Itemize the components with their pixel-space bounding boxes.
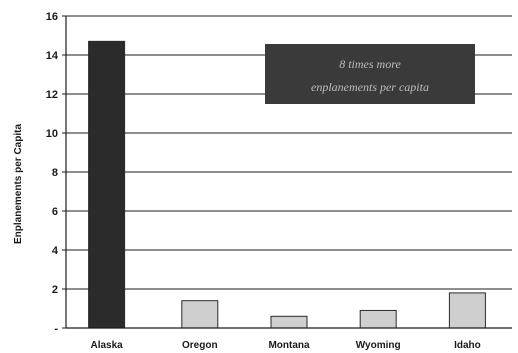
bar-wyoming — [359, 309, 397, 329]
annotation-box — [265, 44, 475, 104]
annotation-line-2: enplanements per capita — [311, 80, 429, 94]
annotation-callout: 8 times more enplanements per capita — [265, 44, 475, 104]
y-tick-label: 12 — [46, 89, 58, 101]
x-category-label-montana: Montana — [268, 340, 310, 351]
bar-alaska — [88, 40, 126, 329]
x-category-label-idaho: Idaho — [454, 340, 481, 351]
y-axis-title: Enplanements per Capita — [13, 124, 24, 244]
y-tick-label: 2 — [52, 284, 58, 296]
bar-montana — [270, 315, 308, 329]
x-category-labels: Alaska Oregon Montana Wyoming Idaho — [90, 340, 480, 351]
y-tick-label: 16 — [46, 11, 58, 23]
bar-oregon — [181, 300, 219, 329]
annotation-line-1: 8 times more — [339, 57, 401, 71]
y-tick-label: 4 — [52, 245, 59, 257]
bars — [88, 40, 486, 329]
x-category-label-oregon: Oregon — [182, 340, 218, 351]
y-tick-label: 6 — [52, 206, 58, 218]
y-tick-label: 8 — [52, 167, 58, 179]
x-category-label-wyoming: Wyoming — [356, 340, 401, 351]
y-tick-label: - — [54, 323, 58, 335]
y-tick-label: 14 — [46, 50, 59, 62]
y-tick-label: 10 — [46, 128, 58, 140]
y-tick-labels: - 2 4 6 8 10 12 14 16 — [46, 11, 59, 335]
x-category-label-alaska: Alaska — [90, 340, 123, 351]
axes — [62, 15, 512, 329]
bar-idaho — [448, 292, 486, 329]
